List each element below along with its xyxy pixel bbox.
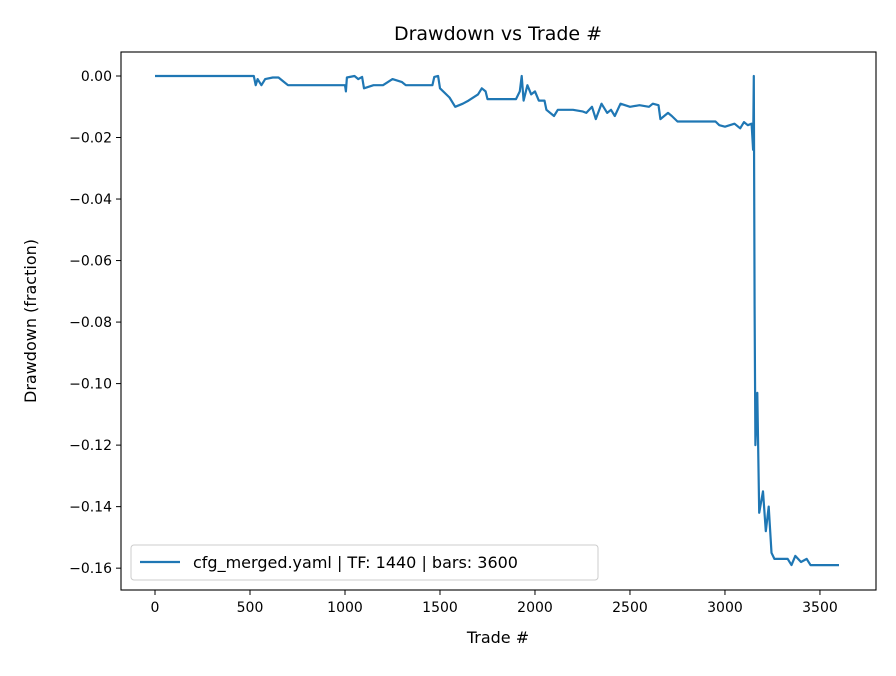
x-tick-label: 3000 [707,600,743,616]
y-tick-label: −0.10 [69,377,112,393]
y-tick-label: −0.12 [69,438,112,454]
y-tick-label: −0.08 [69,315,112,331]
legend: cfg_merged.yaml | TF: 1440 | bars: 3600 [130,544,599,581]
x-tick-label: 1500 [422,600,458,616]
y-tick-label: −0.14 [69,500,112,516]
axes-frame [120,51,877,591]
x-tick-label: 2500 [612,600,648,616]
x-axis-label: Trade # [466,628,529,647]
legend-label: cfg_merged.yaml | TF: 1440 | bars: 3600 [193,553,518,573]
x-tick-label: 1000 [327,600,363,616]
x-tick-label: 3500 [802,600,838,616]
y-tick-label: −0.04 [69,192,112,208]
y-axis-label: Drawdown (fraction) [21,239,40,403]
x-tick-label: 2000 [517,600,553,616]
series-line [155,74,839,567]
x-tick-label: 0 [151,600,160,616]
y-tick-label: −0.02 [69,131,112,147]
legend-box [130,544,599,581]
chart-title: Drawdown vs Trade # [394,23,602,45]
x-tick-label: 500 [237,600,264,616]
y-tick-label: 0.00 [81,69,112,85]
y-tick-label: −0.16 [69,561,112,577]
y-tick-label: −0.06 [69,254,112,270]
